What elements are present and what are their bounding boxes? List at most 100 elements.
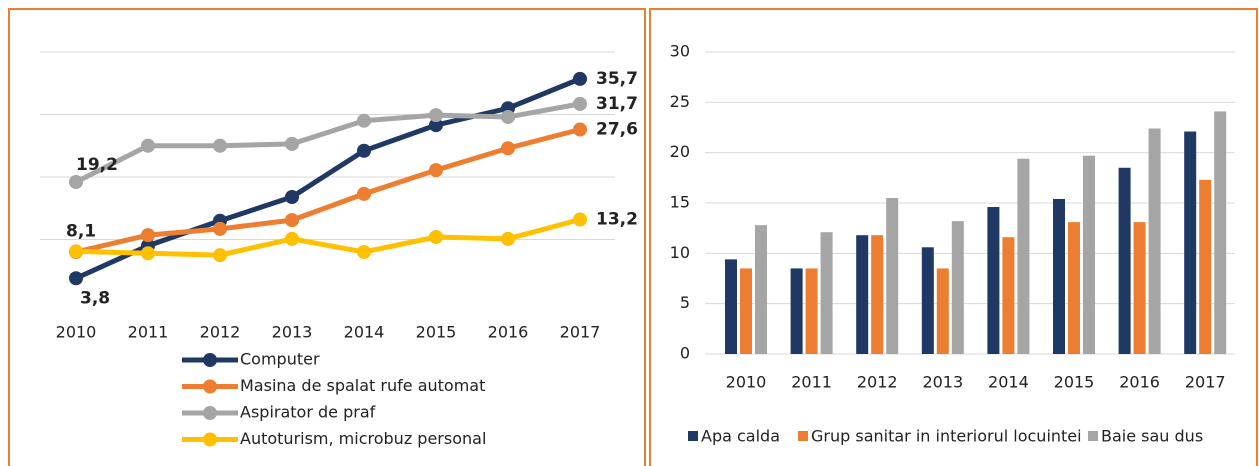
- x-tick-label: 2014: [988, 373, 1029, 392]
- point: [501, 231, 515, 246]
- data-label: 19,2: [76, 155, 118, 175]
- point: [573, 71, 587, 86]
- data-label: 27,6: [596, 120, 638, 140]
- x-tick-label: 2012: [857, 373, 898, 392]
- bar: [1068, 222, 1080, 354]
- x-tick-label: 2010: [56, 323, 97, 342]
- bar: [1083, 155, 1095, 354]
- x-tick-label: 2011: [791, 373, 832, 392]
- y-tick-label: 25: [670, 92, 690, 111]
- legend-swatch: [688, 431, 698, 441]
- point: [213, 248, 227, 263]
- bar: [871, 235, 884, 354]
- legend-label: Apa calda: [701, 427, 780, 446]
- bar: [1148, 128, 1161, 354]
- legend-label: Grup sanitar in interiorul locuintei: [811, 427, 1082, 446]
- bar: [725, 259, 737, 354]
- bar: [820, 232, 833, 354]
- data-label: 31,7: [596, 94, 638, 114]
- point: [141, 228, 155, 243]
- right-panel: [649, 8, 1258, 466]
- bar: [886, 197, 899, 354]
- point: [357, 186, 371, 201]
- bar: [1053, 198, 1065, 354]
- x-tick-label: 2012: [200, 323, 241, 342]
- point: [357, 245, 371, 259]
- x-tick-label: 2013: [922, 373, 963, 392]
- legend-swatch: [1088, 431, 1098, 441]
- point: [357, 143, 371, 158]
- point: [501, 141, 515, 156]
- point: [141, 138, 155, 153]
- bar: [1002, 237, 1015, 354]
- legend-label: Masina de spalat rufe automat: [240, 376, 485, 395]
- legend-label: Aspirator de praf: [240, 403, 376, 422]
- data-label: 13,2: [596, 210, 638, 230]
- bar: [1214, 111, 1227, 354]
- point: [573, 96, 587, 111]
- data-label: 8,1: [66, 221, 96, 241]
- x-tick-label: 2013: [272, 323, 313, 342]
- bar: [805, 268, 818, 354]
- left-panel: [8, 8, 646, 466]
- bar: [1118, 167, 1131, 354]
- legend-label: Computer: [240, 350, 320, 369]
- point: [429, 230, 443, 244]
- bar: [1184, 131, 1197, 354]
- x-tick-label: 2015: [416, 323, 457, 342]
- point: [573, 212, 587, 227]
- series-line: [75, 217, 581, 258]
- bar: [1017, 158, 1030, 354]
- bar: [856, 235, 869, 354]
- legend-marker: [203, 406, 217, 420]
- series-line: [74, 101, 581, 185]
- legend-label: Baie sau dus: [1101, 427, 1203, 446]
- point: [141, 246, 155, 261]
- legend-swatch: [798, 431, 808, 441]
- bar: [1199, 179, 1212, 354]
- bar: [755, 225, 767, 354]
- point: [285, 231, 299, 246]
- y-tick-label: 5: [680, 293, 690, 312]
- legend-marker: [203, 379, 217, 394]
- y-tick-label: 0: [680, 344, 690, 363]
- point: [213, 138, 227, 153]
- bar: [1133, 222, 1146, 354]
- x-tick-label: 2014: [344, 323, 385, 342]
- y-tick-label: 10: [670, 243, 690, 262]
- bar: [936, 268, 949, 354]
- x-tick-label: 2010: [726, 373, 767, 392]
- data-label: 3,8: [80, 288, 110, 308]
- point: [285, 213, 299, 228]
- point: [429, 163, 443, 178]
- point: [429, 108, 443, 123]
- y-tick-label: 20: [670, 142, 690, 161]
- legend-label: Autoturism, microbuz personal: [240, 429, 486, 448]
- point: [501, 110, 515, 124]
- point: [429, 118, 443, 133]
- y-tick-label: 15: [670, 193, 690, 212]
- point: [69, 271, 83, 286]
- bar: [740, 268, 752, 354]
- bar: [921, 247, 934, 354]
- legend-marker: [203, 432, 217, 447]
- series-line: [74, 76, 581, 281]
- point: [357, 113, 371, 128]
- x-tick-label: 2016: [488, 323, 529, 342]
- point: [285, 136, 299, 151]
- point: [285, 190, 299, 204]
- point: [69, 244, 83, 259]
- x-tick-label: 2016: [1119, 373, 1160, 392]
- x-tick-label: 2015: [1054, 373, 1095, 392]
- bar: [987, 207, 1000, 354]
- point: [213, 221, 227, 236]
- point: [573, 122, 587, 137]
- legend-marker: [203, 353, 217, 367]
- x-tick-label: 2011: [128, 323, 169, 342]
- x-tick-label: 2017: [1185, 373, 1226, 392]
- series-line: [75, 127, 581, 255]
- data-label: 35,7: [596, 69, 638, 89]
- point: [69, 175, 83, 189]
- y-tick-label: 30: [670, 42, 690, 61]
